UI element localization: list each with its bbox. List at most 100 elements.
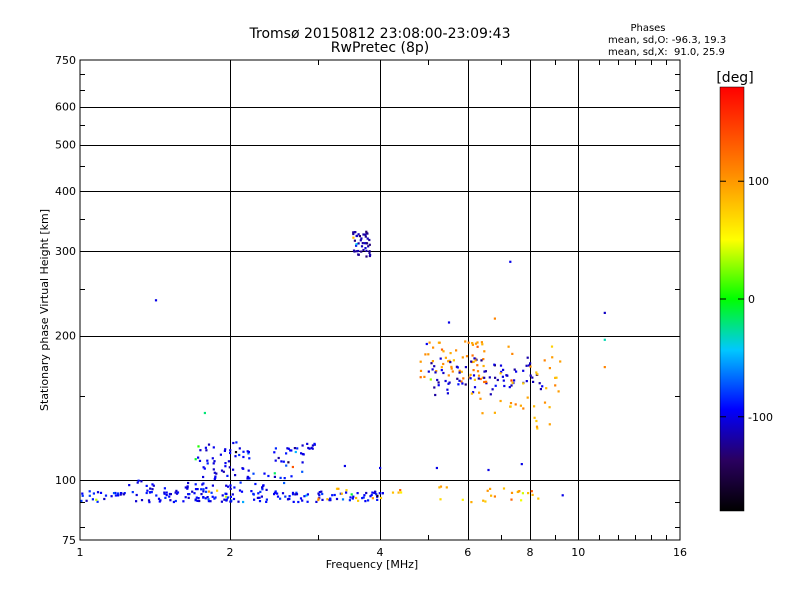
- data-point: [526, 356, 529, 359]
- data-point: [557, 390, 560, 393]
- data-point: [117, 494, 120, 497]
- data-point: [335, 487, 339, 490]
- data-point: [500, 370, 503, 373]
- colorbar-tick-label: -100: [748, 411, 773, 424]
- data-point: [246, 475, 249, 478]
- data-point: [550, 345, 554, 348]
- data-point: [353, 239, 356, 242]
- data-point: [285, 452, 288, 455]
- data-point: [364, 235, 367, 238]
- x-tick-label: 4: [377, 546, 384, 559]
- data-point: [237, 500, 240, 503]
- data-point: [400, 491, 403, 494]
- data-point: [301, 499, 304, 502]
- data-point: [274, 490, 277, 493]
- x-tick-labels: 1 2 4 6 8 10 16: [77, 546, 688, 559]
- data-point: [135, 493, 138, 497]
- data-point: [207, 498, 210, 501]
- data-point: [273, 491, 276, 494]
- data-point: [228, 466, 231, 469]
- data-point: [204, 497, 207, 500]
- data-point: [472, 374, 476, 377]
- data-point: [510, 491, 514, 494]
- data-point: [225, 498, 228, 501]
- data-point: [378, 492, 381, 495]
- data-point: [533, 416, 536, 419]
- data-point: [257, 492, 260, 495]
- data-point: [220, 500, 223, 503]
- data-point: [368, 251, 371, 254]
- data-point: [152, 484, 155, 487]
- data-point: [548, 406, 551, 409]
- data-point: [91, 498, 94, 501]
- data-point: [174, 499, 177, 503]
- data-point: [303, 495, 306, 498]
- data-point: [461, 382, 464, 385]
- data-point: [493, 363, 496, 366]
- data-point: [458, 379, 461, 382]
- data-point: [472, 369, 475, 372]
- data-point: [450, 365, 453, 368]
- data-point: [182, 500, 185, 503]
- data-point: [306, 500, 309, 503]
- data-point: [221, 494, 224, 497]
- data-point: [355, 496, 358, 500]
- x-tick-label: 8: [527, 546, 534, 559]
- data-point: [554, 384, 557, 387]
- data-point: [194, 488, 198, 491]
- data-point: [202, 466, 205, 469]
- data-point: [343, 464, 346, 468]
- data-point: [242, 467, 245, 470]
- data-point: [352, 495, 355, 498]
- data-point: [110, 495, 113, 498]
- data-point: [207, 443, 211, 446]
- data-point: [277, 456, 280, 460]
- data-point: [196, 488, 199, 491]
- data-point: [438, 341, 441, 344]
- data-point: [299, 497, 303, 500]
- data-point: [274, 447, 277, 450]
- data-point: [145, 484, 148, 487]
- data-point: [263, 472, 266, 475]
- x-tick-label: 1: [77, 546, 84, 559]
- data-point: [517, 490, 520, 493]
- data-point: [376, 494, 379, 497]
- data-point: [119, 493, 122, 496]
- data-point: [280, 460, 283, 463]
- data-point: [423, 375, 426, 378]
- data-point: [470, 360, 473, 363]
- data-point: [159, 499, 162, 502]
- y-tick-label: 500: [55, 139, 76, 152]
- data-point: [530, 490, 533, 493]
- data-point: [238, 489, 242, 492]
- data-point: [479, 397, 482, 400]
- data-point: [434, 393, 437, 397]
- data-point: [186, 487, 189, 490]
- data-point: [80, 499, 83, 502]
- data-point: [155, 494, 158, 497]
- data-point: [503, 384, 506, 388]
- data-point: [551, 356, 554, 359]
- data-point: [283, 481, 286, 485]
- data-point: [510, 379, 513, 382]
- data-point: [520, 499, 523, 502]
- data-point: [234, 455, 237, 458]
- data-point: [265, 498, 268, 501]
- data-point: [203, 411, 206, 415]
- data-point: [509, 402, 513, 405]
- data-point: [455, 349, 458, 352]
- data-point: [258, 500, 262, 503]
- data-point: [193, 492, 196, 495]
- data-point: [535, 371, 538, 374]
- y-tick-label: 750: [55, 54, 76, 67]
- data-point: [470, 392, 473, 395]
- data-point: [373, 491, 376, 495]
- data-point: [464, 340, 467, 343]
- data-point: [172, 500, 175, 504]
- data-point: [81, 492, 84, 495]
- data-point: [439, 498, 442, 501]
- data-point: [357, 249, 360, 253]
- data-point: [333, 493, 336, 497]
- data-point: [482, 499, 485, 502]
- data-point: [203, 467, 206, 470]
